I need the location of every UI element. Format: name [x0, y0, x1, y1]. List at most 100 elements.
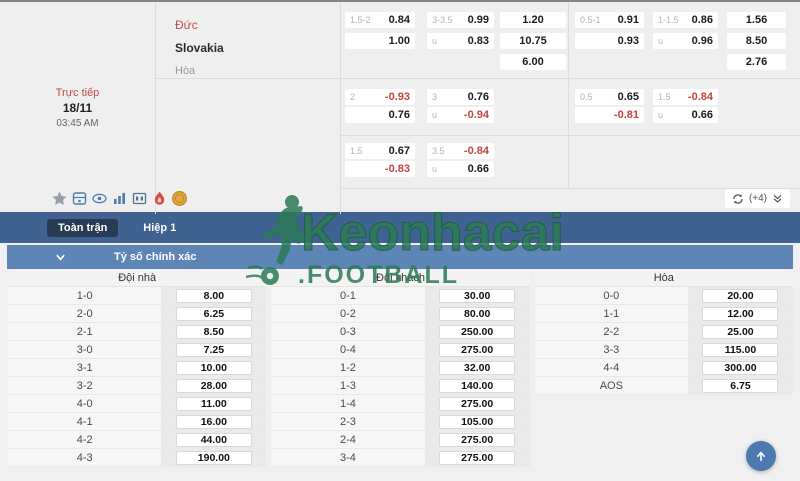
more-markets-count[interactable]: (+4)	[748, 193, 767, 204]
odds-button[interactable]: 0.76	[345, 107, 415, 123]
score-odds-button[interactable]: 30.00	[439, 288, 516, 303]
odds-panel: Trực tiếp 18/11 03:45 AM Đức Slovakia Hò…	[0, 0, 800, 214]
odds-button[interactable]: -0.83	[345, 161, 415, 177]
odds-value: 0.66	[691, 109, 713, 121]
home-team-name[interactable]: Đức	[175, 18, 198, 32]
score-label: 1-3	[340, 380, 356, 392]
odds-line-label: 1-1.5	[658, 15, 679, 25]
score-label: 2-0	[76, 308, 93, 320]
score-row: 4-4 300.00	[534, 359, 793, 377]
eye-icon[interactable]	[91, 190, 108, 207]
period-tab[interactable]: Hiệp 1	[143, 221, 177, 234]
odds-button[interactable]: u 0.96	[653, 33, 718, 49]
refresh-icon[interactable]	[731, 192, 745, 206]
odds-button[interactable]: 0.93	[575, 33, 644, 49]
odds-value: 0.96	[691, 35, 713, 47]
score-label: 1-0	[76, 290, 93, 302]
odds-button[interactable]: 1.5-2 0.84	[345, 12, 415, 28]
odds-button[interactable]: u 0.83	[427, 33, 494, 49]
odds-button[interactable]: 1.20	[500, 12, 566, 28]
score-odds-button[interactable]: 6.75	[702, 378, 779, 393]
divider	[340, 135, 800, 136]
odds-band: 32.00	[424, 359, 530, 376]
match-info: Trực tiếp 18/11 03:45 AM	[0, 86, 155, 131]
score-odds-button[interactable]: 16.00	[175, 414, 252, 429]
odds-value: 6.00	[522, 56, 544, 68]
odds-button[interactable]: 0.5 0.65	[575, 89, 644, 105]
hot-match-icon[interactable]	[151, 190, 168, 207]
score-label: 3-3	[603, 344, 620, 356]
score-odds-button[interactable]: 275.00	[439, 342, 516, 357]
odds-button[interactable]: 1-1.5 0.86	[653, 12, 718, 28]
bar-chart-icon[interactable]	[111, 190, 128, 207]
odds-line-label: u	[432, 164, 438, 174]
score-odds-button[interactable]: 8.00	[175, 288, 252, 303]
score-odds-button[interactable]: 140.00	[439, 378, 516, 393]
odds-button[interactable]: 2 -0.93	[345, 89, 415, 105]
odds-button[interactable]: 2.76	[727, 54, 786, 70]
score-label: 1-1	[603, 308, 620, 320]
period-tab[interactable]: Toàn trận	[47, 218, 119, 237]
odds-button[interactable]: u -0.94	[427, 107, 494, 123]
score-odds-button[interactable]: 275.00	[439, 396, 516, 411]
score-odds-button[interactable]: 275.00	[439, 432, 516, 447]
odds-button[interactable]: -0.81	[575, 107, 644, 123]
odds-button[interactable]: 0.5-1 0.91	[575, 12, 644, 28]
score-row: 1-2 32.00	[271, 359, 530, 377]
away-team-name[interactable]: Slovakia	[175, 41, 224, 55]
score-odds-button[interactable]: 11.00	[175, 396, 252, 411]
score-odds-button[interactable]: 10.00	[175, 360, 252, 375]
odds-button[interactable]: 6.00	[500, 54, 566, 70]
scroll-to-top-button[interactable]	[746, 441, 776, 471]
odds-button[interactable]: 3.5 -0.84	[427, 143, 494, 159]
score-odds-button[interactable]: 32.00	[439, 360, 516, 375]
score-odds-button[interactable]: 44.00	[175, 432, 252, 447]
odds-button[interactable]: 1.5 0.67	[345, 143, 415, 159]
score-odds-button[interactable]: 25.00	[702, 324, 779, 339]
odds-value: 0.66	[467, 163, 489, 175]
odds-button[interactable]: 8.50	[727, 33, 786, 49]
score-odds-button[interactable]: 28.00	[175, 378, 252, 393]
score-odds-button[interactable]: 80.00	[439, 306, 516, 321]
score-odds-button[interactable]: 275.00	[439, 450, 516, 465]
odds-value: -0.84	[463, 145, 489, 157]
score-odds-button[interactable]: 250.00	[439, 324, 516, 339]
score-row: AOS 6.75	[534, 377, 793, 395]
score-row: 4-0 11.00	[8, 395, 267, 413]
score-odds-button[interactable]: 8.50	[175, 324, 252, 339]
score-odds-button[interactable]: 190.00	[175, 450, 252, 465]
score-row: 3-0 7.25	[8, 341, 267, 359]
score-row: 0-0 20.00	[534, 287, 793, 305]
odds-button[interactable]: 10.75	[500, 33, 566, 49]
score-label: 0-0	[603, 290, 620, 302]
score-odds-button[interactable]: 115.00	[702, 342, 779, 357]
odds-value: -0.94	[463, 109, 489, 121]
score-rows-away: 0-1 30.00 0-2 80.00 0-3 250.00 0-4	[271, 287, 530, 467]
score-odds-button[interactable]: 7.25	[175, 342, 252, 357]
score-odds-button[interactable]: 300.00	[702, 360, 779, 375]
odds-button[interactable]: 1.5 -0.84	[653, 89, 718, 105]
score-row: 2-1 8.50	[8, 323, 267, 341]
odds-band: 12.00	[687, 305, 793, 322]
odds-group-h1-1x2: 1.56 8.50 2.76	[727, 12, 786, 70]
section-header-bar[interactable]: Tỷ số chính xác	[7, 245, 793, 269]
odds-button[interactable]: 3 0.76	[427, 89, 494, 105]
score-row: 1-1 12.00	[534, 305, 793, 323]
vault-icon[interactable]	[71, 190, 88, 207]
coin-icon[interactable]	[171, 190, 188, 207]
score-odds-button[interactable]: 105.00	[439, 414, 516, 429]
odds-button[interactable]: 1.00	[345, 33, 415, 49]
odds-button[interactable]: 3-3.5 0.99	[427, 12, 494, 28]
odds-button[interactable]: u 0.66	[653, 107, 718, 123]
scoreboard-icon[interactable]	[131, 190, 148, 207]
double-chevron-down-icon[interactable]	[771, 192, 784, 205]
score-odds-button[interactable]: 6.25	[175, 306, 252, 321]
odds-button[interactable]: u 0.66	[427, 161, 494, 177]
favorite-star-icon[interactable]	[51, 190, 68, 207]
score-odds-button[interactable]: 12.00	[702, 306, 779, 321]
odds-value: -0.81	[613, 109, 639, 121]
odds-button[interactable]: 1.56	[727, 12, 786, 28]
odds-line-label: u	[432, 36, 438, 46]
score-odds-button[interactable]: 20.00	[702, 288, 779, 303]
score-label: 4-4	[603, 362, 620, 374]
